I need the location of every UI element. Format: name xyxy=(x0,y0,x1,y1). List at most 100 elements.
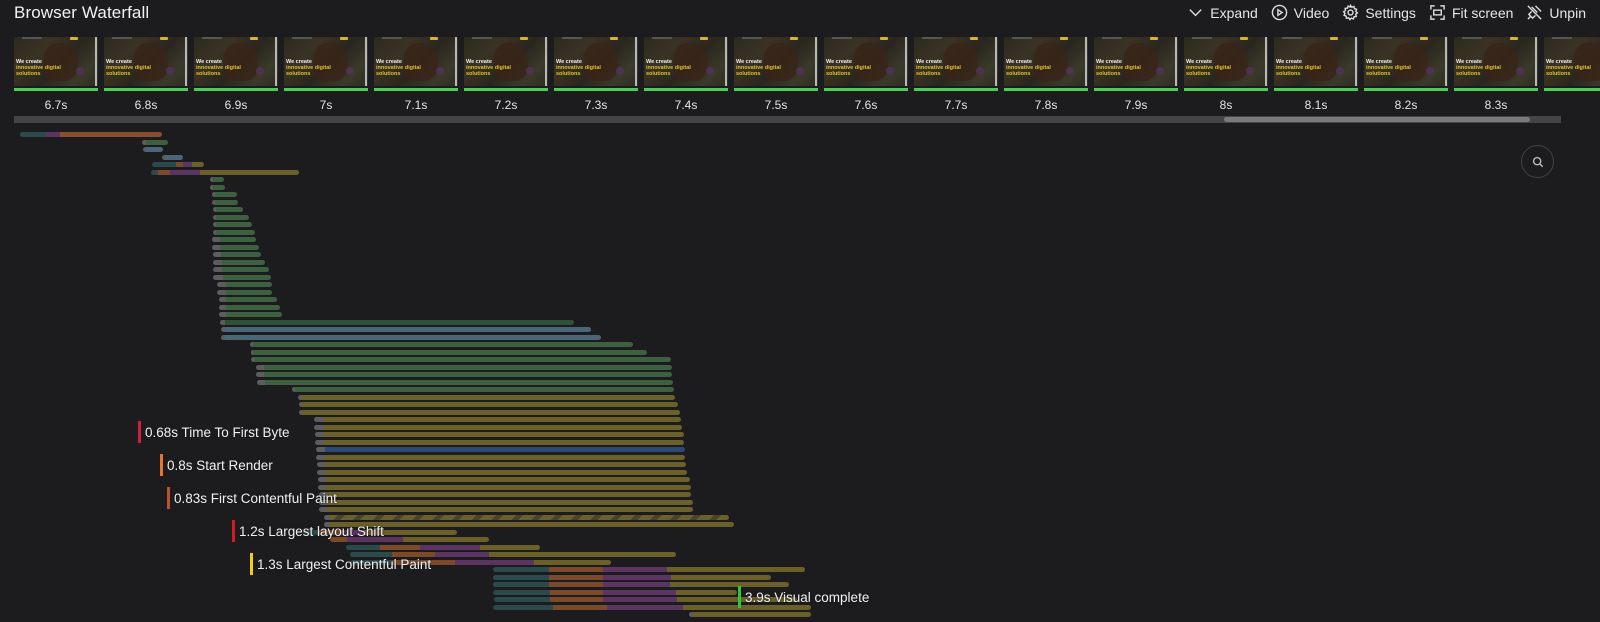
request-segment-css xyxy=(226,289,272,295)
request-segment-dns xyxy=(151,169,158,175)
request-segment-script xyxy=(324,417,681,422)
request-segment-wait xyxy=(319,507,327,512)
request-segment-wait xyxy=(256,372,264,377)
thumbnail-shape xyxy=(1484,43,1518,81)
filmstrip-frame[interactable]: We create innovative digital solutions 7.6s xyxy=(824,37,908,115)
frame-thumbnail: We create innovative digital solutions xyxy=(104,37,188,86)
frame-divider xyxy=(1535,37,1537,86)
frame-progress-bar xyxy=(104,88,188,91)
filmstrip-frame[interactable]: We create innovative digital solutions 7.9s xyxy=(1094,37,1178,115)
request-segment-connect xyxy=(549,582,603,587)
frame-progress-bar xyxy=(554,88,638,91)
filmstrip-frame[interactable]: We create innovative digital solutions 8.2s xyxy=(1364,37,1448,115)
request-segment-image xyxy=(225,334,601,340)
thumbnail-text: solutions xyxy=(916,71,941,77)
request-segment-script xyxy=(325,462,686,467)
request-segment-script xyxy=(480,544,540,550)
fit-screen-button[interactable]: Fit screen xyxy=(1429,4,1513,21)
filmstrip-frame[interactable]: We create innovative digital solutions 7.7s xyxy=(914,37,998,115)
filmstrip[interactable]: We create innovative digital solutions 6.7s… xyxy=(14,37,1600,115)
settings-button[interactable]: Settings xyxy=(1342,4,1416,21)
expand-button[interactable]: Expand xyxy=(1187,4,1258,21)
request-segment-script xyxy=(677,597,797,602)
thumbnail-text: We create xyxy=(1546,59,1572,65)
request-segment-wait xyxy=(298,394,302,400)
thumbnail-text: We create xyxy=(1366,59,1392,65)
request-segment-css xyxy=(226,312,282,317)
request-segment-wait xyxy=(319,499,327,505)
thumbnail-text: We create xyxy=(1186,59,1212,65)
request-segment-wait xyxy=(299,402,302,407)
filmstrip-frame[interactable]: We create innovative digital solutions xyxy=(1544,37,1600,115)
frame-progress-bar xyxy=(1094,88,1178,91)
marker-line xyxy=(160,454,163,476)
request-segment-wait xyxy=(257,379,265,385)
filmstrip-frame[interactable]: We create innovative digital solutions 7.1s xyxy=(374,37,458,115)
thumbnail-shape xyxy=(1246,67,1254,75)
search-icon xyxy=(1532,156,1543,167)
unpin-icon xyxy=(1527,5,1543,20)
filmstrip-scrollbar-thumb[interactable] xyxy=(1224,117,1530,122)
filmstrip-frame[interactable]: We create innovative digital solutions 7.8s xyxy=(1004,37,1088,115)
filmstrip-frame[interactable]: We create innovative digital solutions 7.5s xyxy=(734,37,818,115)
request-segment-wait xyxy=(142,139,146,145)
request-segment-wait xyxy=(324,522,330,527)
frame-time-label: 7.7s xyxy=(944,98,968,112)
thumbnail-text: innovative digital xyxy=(1096,65,1141,71)
video-button[interactable]: Video xyxy=(1271,4,1330,21)
filmstrip-frame[interactable]: We create innovative digital solutions 8s xyxy=(1184,37,1268,115)
filmstrip-frame[interactable]: We create innovative digital solutions 7.4s xyxy=(644,37,728,115)
thumbnail-text: innovative digital xyxy=(196,65,241,71)
filmstrip-frame[interactable]: We create innovative digital solutions 8.3s xyxy=(1454,37,1538,115)
filmstrip-frame[interactable]: We create innovative digital solutions 7.3s xyxy=(554,37,638,115)
frame-progress-bar xyxy=(1364,88,1448,91)
frame-progress-bar xyxy=(914,88,998,91)
request-segment-image xyxy=(146,147,163,152)
thumbnail-text: innovative digital xyxy=(1006,65,1051,71)
thumbnail-text: innovative digital xyxy=(556,65,601,71)
thumbnail-text: We create xyxy=(16,59,42,65)
request-segment-connect xyxy=(549,567,603,572)
filmstrip-frame[interactable]: We create innovative digital solutions 7.2s xyxy=(464,37,548,115)
frame-time-label: 7.3s xyxy=(584,98,608,112)
request-segment-wait xyxy=(219,312,226,317)
timing-marker: 0.83s First Contentful Paint xyxy=(167,487,337,509)
timing-marker: 3.9s Visual complete xyxy=(738,586,869,608)
unpin-button[interactable]: Unpin xyxy=(1526,4,1586,21)
frame-time-label: 8s xyxy=(1219,98,1233,112)
thumbnail-text: innovative digital xyxy=(376,65,421,71)
filmstrip-frame[interactable]: We create innovative digital solutions 6.7s xyxy=(14,37,98,115)
request-segment-css xyxy=(254,357,671,362)
zoom-button[interactable] xyxy=(1521,145,1554,178)
request-segment-ssl xyxy=(420,544,480,550)
thumbnail-shape xyxy=(1066,67,1074,75)
filmstrip-frame[interactable]: We create innovative digital solutions 6.9s xyxy=(194,37,278,115)
thumbnail-shape xyxy=(796,67,804,75)
filmstrip-frame[interactable]: We create innovative digital solutions 6.8s xyxy=(104,37,188,115)
request-segment-wait xyxy=(213,214,216,220)
thumbnail-shape xyxy=(1304,43,1338,81)
filmstrip-frame[interactable]: We create innovative digital solutions 8.1s xyxy=(1274,37,1358,115)
request-segment-wait xyxy=(219,297,226,302)
thumbnail-text: We create xyxy=(106,59,132,65)
request-segment-wait xyxy=(315,439,324,445)
thumbnail-text: solutions xyxy=(736,71,761,77)
thumbnail-text: We create xyxy=(736,59,762,65)
thumbnail-shape xyxy=(1124,43,1158,81)
request-segment-css xyxy=(253,342,633,347)
request-segment-script_dark xyxy=(225,319,574,325)
request-segment-script xyxy=(670,582,789,587)
thumbnail-shape xyxy=(404,43,438,81)
thumbnail-text: We create xyxy=(916,59,942,65)
filmstrip-scrollbar[interactable] xyxy=(14,116,1561,123)
frame-progress-bar xyxy=(1184,88,1268,91)
marker-label: 0.68s Time To First Byte xyxy=(145,424,290,440)
frame-divider xyxy=(185,37,187,86)
video-label: Video xyxy=(1293,4,1330,21)
thumbnail-text: innovative digital xyxy=(736,65,781,71)
filmstrip-frame[interactable]: We create innovative digital solutions 7s xyxy=(284,37,368,115)
request-segment-script xyxy=(489,552,676,557)
thumbnail-shape xyxy=(166,67,174,75)
frame-time-label: 8.2s xyxy=(1394,98,1418,112)
thumbnail-text: We create xyxy=(1006,59,1032,65)
